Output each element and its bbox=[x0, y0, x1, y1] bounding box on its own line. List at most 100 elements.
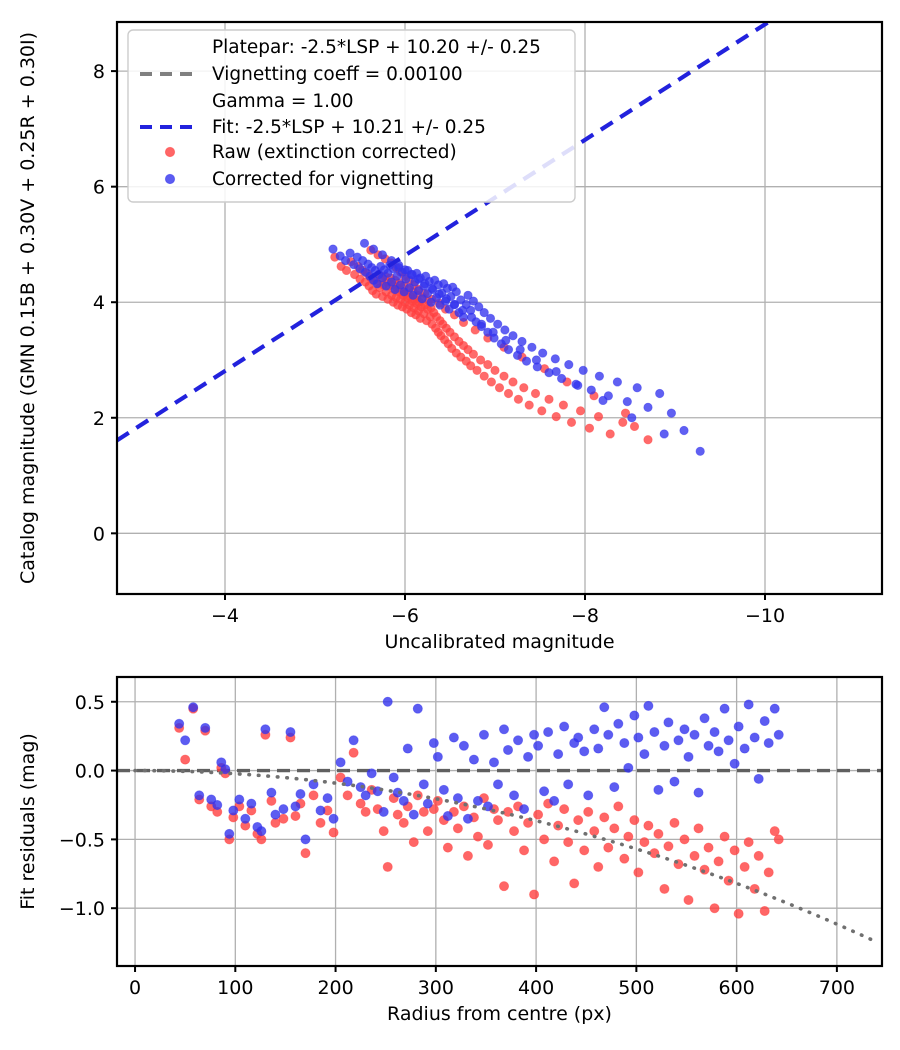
data-point bbox=[278, 804, 289, 815]
data-point bbox=[328, 244, 338, 254]
data-point bbox=[575, 406, 586, 416]
data-point bbox=[392, 787, 403, 798]
legend-dot-red-icon bbox=[164, 146, 176, 158]
data-point bbox=[468, 754, 479, 765]
xtick-label: 200 bbox=[317, 977, 353, 999]
data-point bbox=[500, 325, 510, 335]
data-point bbox=[398, 817, 409, 828]
data-point bbox=[400, 265, 410, 275]
residual-series-raw bbox=[174, 703, 784, 919]
data-point bbox=[566, 417, 577, 427]
data-point bbox=[472, 365, 482, 375]
data-point bbox=[508, 331, 518, 341]
data-point bbox=[693, 787, 704, 798]
legend-label-3: Fit: -2.5*LSP + 10.21 +/- 0.25 bbox=[212, 117, 486, 138]
data-point bbox=[780, 0, 789, 5]
data-point bbox=[224, 828, 235, 839]
data-point bbox=[673, 735, 684, 746]
data-point bbox=[308, 790, 319, 801]
data-point bbox=[246, 798, 257, 809]
data-point bbox=[478, 729, 489, 740]
top-panel: −4 −6 −8 −10 0 2 4 6 8 Uncalibrated magnitude Cata… bbox=[17, 20, 884, 653]
data-point bbox=[486, 377, 496, 387]
data-point bbox=[573, 815, 584, 826]
data-point bbox=[759, 905, 770, 916]
data-point bbox=[537, 406, 547, 416]
data-point bbox=[598, 395, 608, 406]
data-point bbox=[513, 394, 524, 404]
legend-entry-3[interactable]: Fit: -2.5*LSP + 10.21 +/- 0.25 bbox=[140, 117, 486, 138]
bottom-panel-frame bbox=[115, 675, 884, 968]
data-point bbox=[629, 710, 640, 721]
data-point bbox=[372, 279, 382, 289]
data-point bbox=[613, 801, 624, 812]
data-point bbox=[220, 764, 231, 775]
data-point bbox=[666, 408, 677, 418]
data-point bbox=[420, 279, 430, 289]
data-point bbox=[549, 856, 560, 867]
data-point bbox=[482, 839, 493, 850]
data-point bbox=[633, 867, 644, 878]
legend-entry-0[interactable]: Platepar: -2.5*LSP + 10.20 +/- 0.25 bbox=[212, 37, 541, 58]
data-point bbox=[515, 344, 525, 355]
data-point bbox=[669, 776, 680, 787]
data-point bbox=[475, 355, 486, 365]
data-point bbox=[629, 815, 640, 826]
data-point bbox=[348, 747, 359, 758]
xtick-label: −4 bbox=[211, 605, 239, 627]
legend-entry-4[interactable]: Raw (extinction corrected) bbox=[164, 142, 457, 163]
data-point bbox=[377, 250, 388, 260]
data-point bbox=[583, 806, 594, 817]
data-point bbox=[492, 815, 503, 826]
xtick-label: −10 bbox=[745, 605, 785, 627]
data-point bbox=[539, 834, 550, 845]
data-point bbox=[509, 790, 520, 801]
ytick-label: 2 bbox=[93, 408, 105, 430]
data-point bbox=[538, 348, 548, 358]
data-point bbox=[494, 383, 505, 393]
data-point bbox=[493, 319, 503, 329]
data-point bbox=[492, 779, 503, 790]
data-point bbox=[328, 827, 339, 838]
data-point bbox=[679, 724, 690, 735]
data-point bbox=[603, 729, 614, 740]
data-point bbox=[388, 772, 399, 783]
data-point bbox=[524, 400, 534, 410]
data-point bbox=[418, 806, 429, 817]
data-point bbox=[194, 790, 205, 801]
xtick-label: 500 bbox=[618, 977, 654, 999]
legend: Platepar: -2.5*LSP + 10.20 +/- 0.25 Vigne… bbox=[127, 29, 576, 203]
data-point bbox=[709, 903, 720, 914]
data-point bbox=[643, 402, 653, 412]
data-point bbox=[499, 881, 510, 892]
legend-dot-blue-icon bbox=[164, 173, 176, 185]
legend-entry-2[interactable]: Gamma = 1.00 bbox=[212, 91, 354, 112]
data-point bbox=[643, 820, 654, 831]
legend-entry-1[interactable]: Vignetting coeff = 0.00100 bbox=[140, 64, 463, 85]
data-point bbox=[763, 867, 774, 878]
top-panel-xlabel: Uncalibrated magnitude bbox=[384, 631, 614, 653]
data-point bbox=[569, 878, 580, 889]
data-point bbox=[529, 889, 540, 900]
data-point bbox=[360, 790, 371, 801]
data-point bbox=[466, 361, 476, 371]
data-point bbox=[629, 421, 640, 432]
data-point bbox=[709, 727, 720, 738]
ytick-label: 0.5 bbox=[75, 692, 105, 714]
data-point bbox=[499, 371, 509, 381]
data-point bbox=[404, 283, 415, 293]
data-point bbox=[503, 744, 514, 755]
data-point bbox=[322, 793, 333, 804]
data-point bbox=[509, 826, 520, 837]
data-point bbox=[578, 365, 588, 375]
data-point bbox=[457, 305, 468, 315]
data-point bbox=[553, 749, 564, 760]
data-point bbox=[340, 256, 351, 266]
data-point bbox=[490, 365, 500, 375]
data-point bbox=[300, 848, 311, 859]
data-point bbox=[564, 360, 574, 370]
legend-entry-5[interactable]: Corrected for vignetting bbox=[164, 169, 434, 190]
data-point bbox=[773, 729, 784, 740]
data-point bbox=[639, 837, 650, 848]
data-point bbox=[586, 385, 596, 395]
